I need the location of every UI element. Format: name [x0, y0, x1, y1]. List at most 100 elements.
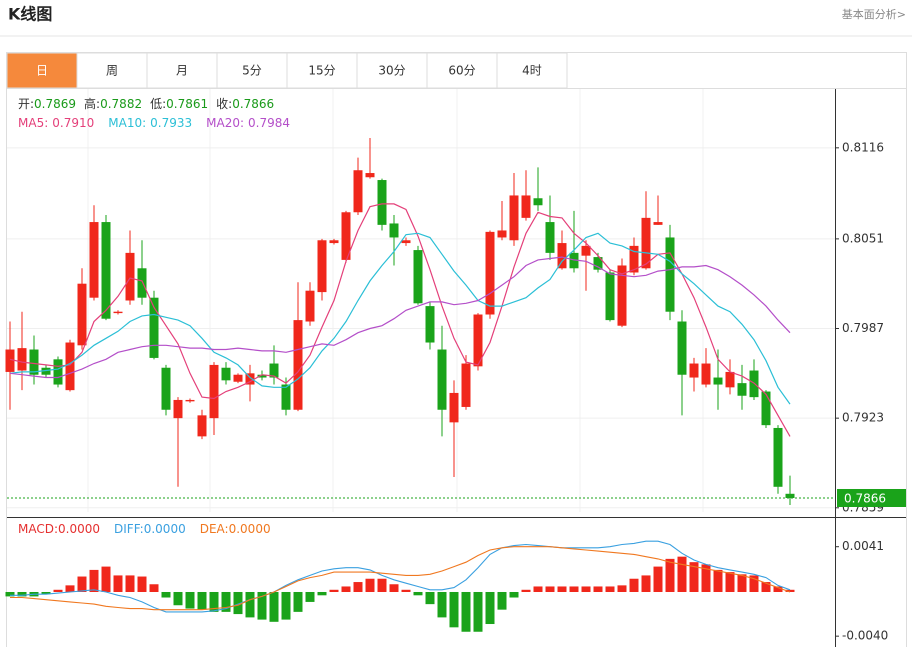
candle-body	[521, 195, 531, 218]
macd-bar	[713, 569, 723, 592]
macd-bar	[41, 591, 51, 595]
candle-body	[185, 399, 195, 402]
candle-body	[209, 364, 219, 419]
macd-bar	[653, 566, 663, 592]
tab-label[interactable]: 月	[176, 64, 188, 78]
macd-bar	[65, 585, 75, 592]
macd-bar	[317, 591, 327, 596]
macd-bar	[521, 589, 531, 592]
info-value: 0.7861	[166, 97, 208, 111]
legend-label: DIFF:	[114, 522, 144, 536]
fundamental-link[interactable]: 基本面分析>	[842, 7, 906, 21]
macd-legend: MACD:0.0000 DIFF:0.0000 DEA:0.0000	[18, 522, 271, 536]
macd-bar	[389, 584, 399, 592]
tab[interactable]	[496, 52, 568, 89]
info-label: 高:	[84, 96, 100, 111]
candle-body	[725, 371, 735, 388]
macd-bar	[761, 582, 771, 592]
candle-body	[305, 290, 315, 322]
macd-bar	[689, 562, 699, 592]
tab[interactable]	[6, 52, 78, 89]
candle-body	[437, 349, 447, 410]
macd-bar	[677, 556, 687, 592]
macd-bar	[497, 591, 507, 610]
candle-body	[533, 198, 543, 206]
candle-body	[713, 377, 723, 385]
candle-body	[281, 384, 291, 410]
tab-label[interactable]: 15分	[308, 64, 335, 78]
info-label: 低:	[150, 97, 166, 111]
tab[interactable]	[76, 52, 148, 89]
candle-body	[509, 195, 519, 241]
candle-body	[125, 252, 135, 301]
tab-label[interactable]: 日	[36, 64, 48, 78]
macd-bar	[197, 591, 207, 610]
macd-bar	[425, 591, 435, 605]
candle-body	[137, 268, 147, 298]
candle-body	[617, 265, 627, 326]
candle-body	[545, 222, 555, 253]
tab-label[interactable]: 60分	[448, 64, 475, 78]
candle-body	[665, 237, 675, 312]
macd-bar	[53, 589, 63, 592]
macd-bar	[629, 578, 639, 592]
candle-body	[761, 391, 771, 426]
candle-body	[293, 320, 303, 410]
info-value: 0.7866	[232, 97, 274, 111]
tab[interactable]	[356, 52, 428, 89]
macd-bar	[473, 591, 483, 632]
macd-bar	[533, 586, 543, 592]
macd-bar	[605, 586, 615, 592]
tab[interactable]	[216, 52, 288, 89]
macd-bar	[125, 575, 135, 592]
macd-bar	[89, 569, 99, 592]
candle-body	[773, 427, 783, 487]
candle-body	[269, 363, 279, 378]
macd-bar	[5, 591, 15, 597]
candle-body	[473, 314, 483, 367]
legend-label: MA20:	[206, 116, 244, 130]
tab[interactable]	[426, 52, 498, 89]
tab-label[interactable]: 4时	[522, 64, 542, 78]
macd-bar	[77, 576, 87, 592]
macd-bar	[149, 584, 159, 592]
macd-bar	[641, 575, 651, 592]
macd-bar	[569, 586, 579, 592]
tab[interactable]	[286, 52, 358, 89]
tab-label[interactable]: 30分	[378, 64, 405, 78]
macd-bar	[233, 591, 243, 615]
ohlc-info: 开:0.7869 高:0.7882 低:0.7861 收:0.7866	[18, 96, 274, 111]
macd-bar	[341, 586, 351, 592]
y-tick-label: 0.8051	[842, 231, 884, 245]
macd-bar	[257, 591, 267, 620]
candle-body	[5, 349, 15, 372]
macd-bar	[509, 591, 519, 598]
macd-bar	[17, 591, 27, 597]
macd-bar	[617, 585, 627, 592]
candle-body	[737, 383, 747, 396]
macd-bar	[701, 564, 711, 592]
candle-body	[785, 493, 795, 498]
macd-bar	[401, 589, 411, 592]
candle-body	[629, 245, 639, 273]
tab-label[interactable]: 5分	[242, 64, 262, 78]
tab-label[interactable]: 周	[106, 64, 118, 78]
macd-bar	[329, 589, 339, 592]
candle-body	[701, 363, 711, 385]
candle-body	[497, 230, 507, 238]
candle-body	[677, 321, 687, 375]
candle-body	[413, 250, 423, 304]
candle-body	[29, 349, 39, 375]
macd-line	[10, 540, 791, 613]
candle-body	[89, 222, 99, 298]
macd-bar	[725, 572, 735, 592]
candle-body	[389, 223, 399, 238]
macd-bar	[137, 576, 147, 592]
candle-body	[317, 240, 327, 293]
macd-bar	[101, 566, 111, 592]
ma-line	[9, 203, 791, 437]
macd-bar	[161, 591, 171, 598]
candle-body	[149, 297, 159, 358]
candle-body	[101, 222, 111, 319]
